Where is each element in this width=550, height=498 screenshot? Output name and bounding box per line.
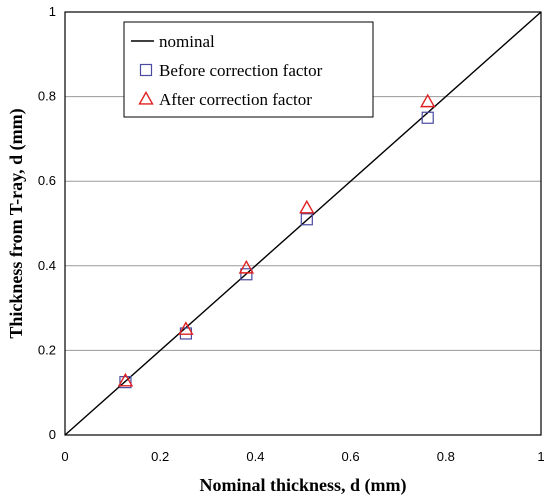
y-axis-title: Thickness from T-ray, d (mm) — [6, 108, 27, 338]
legend: nominal Before correction factor After cor… — [123, 21, 374, 118]
x-tick-label: 0.6 — [342, 449, 360, 464]
after-correction-point — [420, 93, 436, 108]
x-axis-title: Nominal thickness, d (mm) — [199, 475, 406, 496]
before-correction-point — [421, 111, 434, 124]
legend-box — [123, 21, 374, 118]
y-tick-label: 0 — [49, 427, 56, 442]
before-correction-point — [240, 268, 253, 281]
after-correction-point — [299, 199, 315, 214]
legend-square-swatch — [139, 63, 153, 77]
y-tick-label: 0.8 — [38, 89, 56, 104]
y-tick-label: 1 — [49, 4, 56, 19]
legend-triangle-swatch — [138, 90, 154, 105]
after-correction-point — [178, 321, 194, 335]
x-tick-label: 0.4 — [246, 449, 264, 464]
x-tick-label: 0 — [61, 449, 68, 464]
y-tick-label: 0.2 — [38, 342, 56, 357]
x-tick-label: 0.2 — [151, 449, 169, 464]
x-tick-label: 0.8 — [437, 449, 455, 464]
after-correction-point — [117, 372, 134, 387]
legend-label: Before correction factor — [159, 61, 323, 80]
plot-series — [64, 11, 542, 436]
x-axis-ticks: 0 0.2 0.4 0.6 0.8 1 — [61, 449, 544, 464]
plot-frame — [64, 11, 542, 436]
nominal-line — [64, 11, 542, 436]
before-correction-point — [119, 376, 132, 389]
y-axis-ticks: 0 0.2 0.4 0.6 0.8 1 — [38, 4, 56, 442]
legend-label: After correction factor — [159, 90, 312, 109]
y-tick-label: 0.6 — [38, 173, 56, 188]
x-tick-label: 1 — [537, 449, 544, 464]
after-correction-point — [238, 259, 255, 274]
before-correction-point — [300, 213, 313, 226]
legend-label: nominal — [159, 32, 215, 51]
y-tick-label: 0.4 — [38, 258, 56, 273]
